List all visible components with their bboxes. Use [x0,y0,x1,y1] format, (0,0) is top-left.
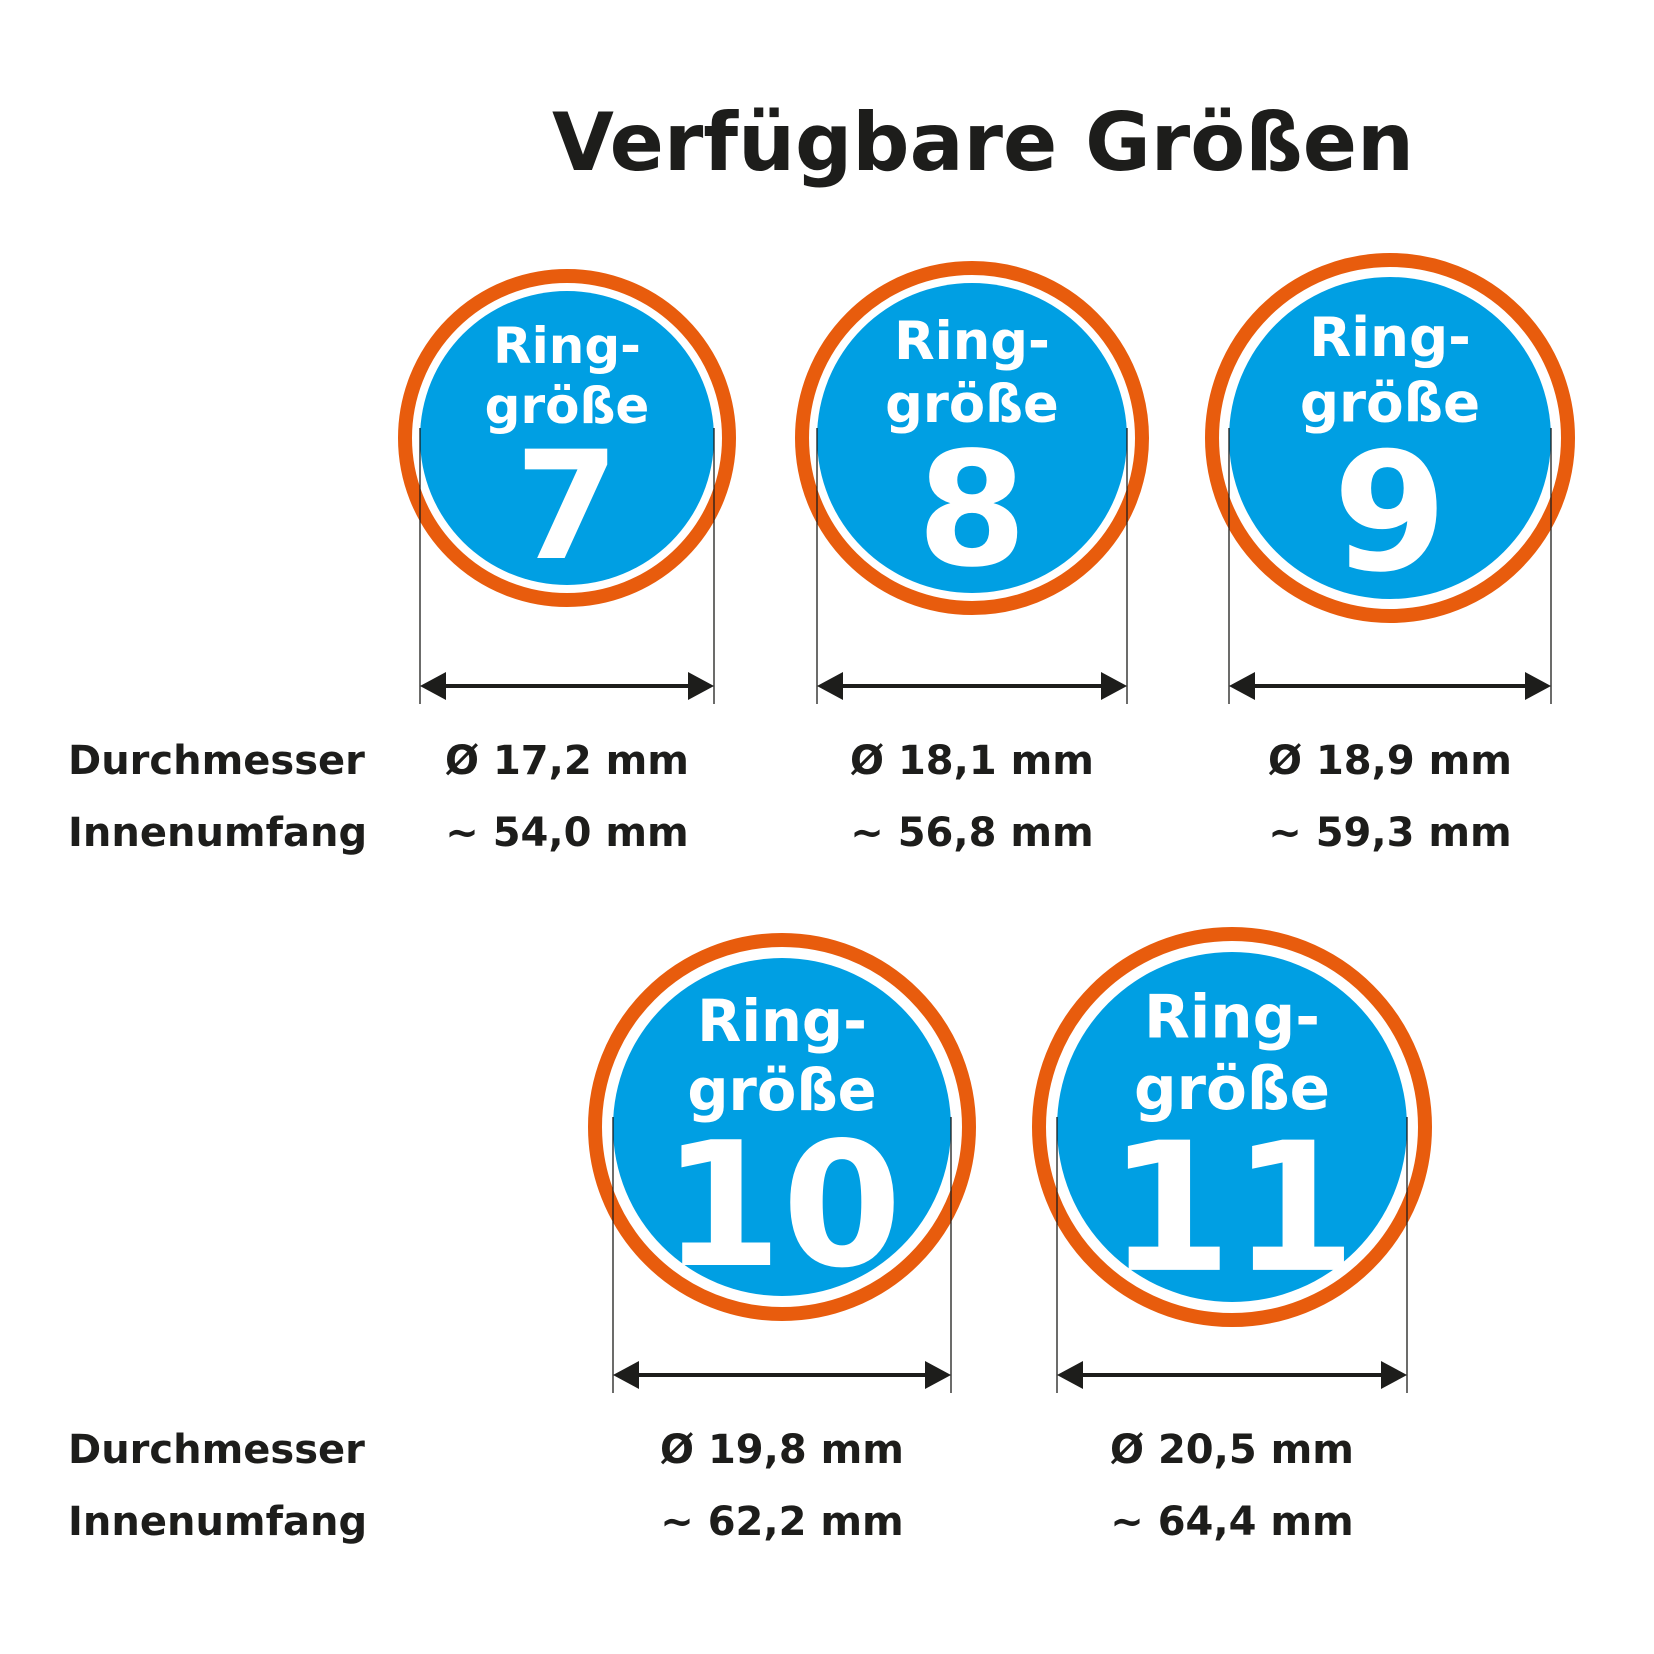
ring-size-number: 11 [1108,1105,1357,1313]
diameter-value: Ø 19,8 mm [660,1427,904,1473]
diameter-value: Ø 20,5 mm [1110,1427,1354,1473]
ring-label-line2: größe [885,374,1059,435]
ring-label-line1: Ring- [697,988,867,1055]
arrowhead-right-icon [688,672,714,700]
arrowhead-right-icon [1381,1361,1407,1389]
ring-label-line1: Ring- [1144,984,1320,1053]
blue-disc [1057,952,1407,1302]
diameter-value: Ø 17,2 mm [445,738,689,784]
ring-size-number: 9 [1333,417,1447,608]
arrowhead-left-icon [1229,672,1255,700]
arrowhead-left-icon [613,1361,639,1389]
circumference-value: ~ 54,0 mm [445,810,688,856]
arrowhead-right-icon [1525,672,1551,700]
ring-label-line2: größe [485,377,650,435]
diameter-value: Ø 18,1 mm [850,738,1094,784]
circumference-value: ~ 64,4 mm [1110,1499,1353,1545]
arrowhead-left-icon [1057,1361,1083,1389]
circumference-value: ~ 56,8 mm [850,810,1093,856]
ring-size-number: 7 [515,420,619,594]
diameter-label-row2: Durchmesser [68,1427,365,1473]
blue-disc [420,291,714,585]
circumference-label-row1: Innenumfang [68,810,367,856]
blue-disc [817,283,1127,593]
ring-label-line2: größe [687,1057,876,1124]
blue-disc [613,958,951,1296]
circumference-value: ~ 62,2 mm [660,1499,903,1545]
page-title: Verfügbare Größen [552,96,1414,189]
ring-label-line1: Ring- [894,311,1050,372]
ring-label-line2: größe [1134,1055,1330,1124]
arrowhead-left-icon [420,672,446,700]
arrowhead-right-icon [1101,672,1127,700]
ring-label-line2: größe [1300,371,1480,435]
diameter-label-row1: Durchmesser [68,738,365,784]
blue-disc [1229,277,1551,599]
ring-size-number: 10 [662,1105,902,1306]
ring-label-line1: Ring- [1309,305,1471,369]
circumference-label-row2: Innenumfang [68,1499,367,1545]
arrowhead-left-icon [817,672,843,700]
arrowhead-right-icon [925,1361,951,1389]
diameter-value: Ø 18,9 mm [1268,738,1512,784]
circumference-value: ~ 59,3 mm [1268,810,1511,856]
ring-size-number: 8 [917,419,1027,603]
ring-label-line1: Ring- [493,317,641,375]
